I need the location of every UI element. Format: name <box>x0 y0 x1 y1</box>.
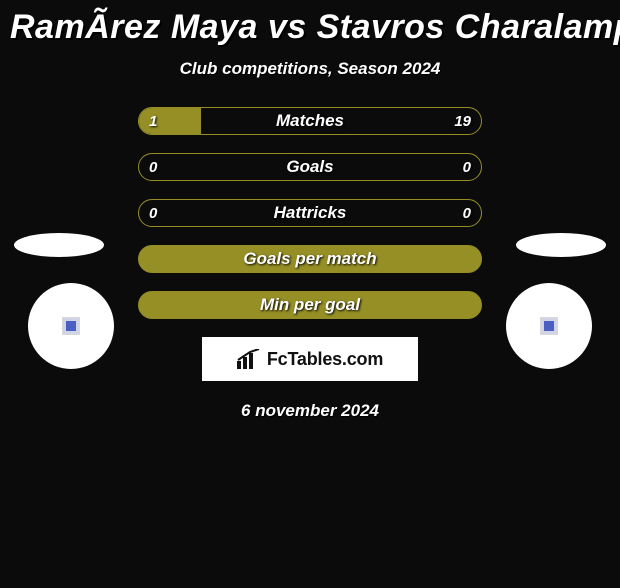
stat-left-value: 0 <box>149 200 157 226</box>
stat-left-value: 0 <box>149 154 157 180</box>
stat-rows: Matches119Goals00Hattricks00Goals per ma… <box>138 107 482 319</box>
stat-label: Matches <box>139 108 481 134</box>
left-badge-icon <box>63 318 79 334</box>
stat-row: Hattricks0 0 <box>138 199 482 227</box>
stat-right-value: 0 <box>463 200 471 226</box>
left-player-badge <box>28 283 114 369</box>
page-title: RamÃ­rez Maya vs Stavros Charalampous <box>10 8 610 47</box>
stat-row: Matches1 19 <box>138 107 482 135</box>
stat-label: Goals per match <box>139 246 481 272</box>
date-text: 6 november 2024 <box>0 401 620 421</box>
right-player-badge <box>506 283 592 369</box>
stat-row: Goals per match <box>138 245 482 273</box>
right-player-ellipse <box>516 233 606 257</box>
stat-row: Min per goal <box>138 291 482 319</box>
left-player-ellipse <box>14 233 104 257</box>
brand-text: FcTables.com <box>267 349 383 370</box>
right-badge-icon <box>541 318 557 334</box>
stat-left-value: 1 <box>149 108 157 134</box>
brand-box: FcTables.com <box>202 337 418 381</box>
page-subtitle: Club competitions, Season 2024 <box>0 59 620 79</box>
brand-chart-icon <box>237 349 261 369</box>
stat-label: Goals <box>139 154 481 180</box>
comparison-arena: Matches119Goals00Hattricks00Goals per ma… <box>0 107 620 421</box>
stat-row: Goals0 0 <box>138 153 482 181</box>
stat-label: Min per goal <box>139 292 481 318</box>
stat-label: Hattricks <box>139 200 481 226</box>
stat-right-value: 0 <box>463 154 471 180</box>
stat-right-value: 19 <box>454 108 471 134</box>
